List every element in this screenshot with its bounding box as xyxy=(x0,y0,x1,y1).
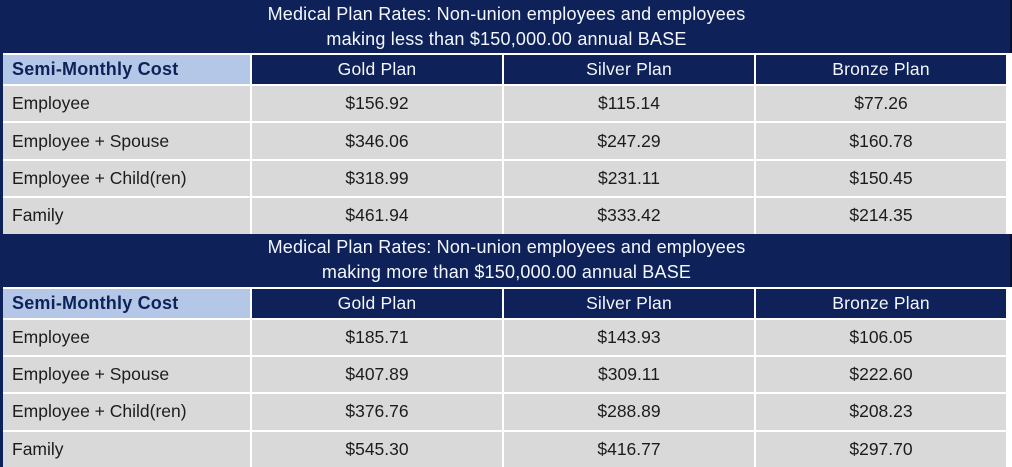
table-row-employee-spouse: Employee + Spouse $407.89 $309.11 $222.6… xyxy=(3,356,1006,393)
rate-silver: $333.42 xyxy=(504,198,754,234)
row-label: Employee xyxy=(3,319,250,355)
table-row-family: Family $461.94 $333.42 $214.35 xyxy=(3,198,1006,234)
table-row-employee: Employee $156.92 $115.14 $77.26 xyxy=(3,86,1006,122)
table-row-employee-children: Employee + Child(ren) $376.76 $288.89 $2… xyxy=(3,394,1006,430)
rate-bronze: $150.45 xyxy=(756,160,1006,197)
table-row-employee-spouse: Employee + Spouse $346.06 $247.29 $160.7… xyxy=(3,123,1006,159)
rate-gold: $407.89 xyxy=(252,356,502,393)
column-header-bronze-plan: Bronze Plan xyxy=(756,55,1006,84)
rate-bronze: $77.26 xyxy=(756,86,1006,122)
table-title-line1: Medical Plan Rates: Non-union employees … xyxy=(267,237,746,258)
row-label: Employee + Child(ren) xyxy=(3,160,250,197)
rate-bronze: $222.60 xyxy=(756,356,1006,393)
rate-silver: $309.11 xyxy=(504,356,754,393)
column-header-silver-plan: Silver Plan xyxy=(504,288,754,318)
table-title-line2: making more than $150,000.00 annual BASE xyxy=(321,262,692,282)
table-title-below-150k: Medical Plan Rates: Non-union employees … xyxy=(3,0,1012,53)
rate-bronze: $160.78 xyxy=(756,123,1006,159)
rate-table-below-150k: Medical Plan Rates: Non-union employees … xyxy=(3,0,1012,234)
rate-silver: $115.14 xyxy=(504,86,754,122)
table-row-family: Family $545.30 $416.77 $297.70 xyxy=(3,431,1006,467)
table-header-row: Semi-Monthly Cost Gold Plan Silver Plan … xyxy=(3,55,1006,84)
rate-gold: $346.06 xyxy=(252,123,502,159)
rate-gold: $185.71 xyxy=(252,319,502,355)
rate-gold: $461.94 xyxy=(252,198,502,234)
rate-table-above-150k: Medical Plan Rates: Non-union employees … xyxy=(3,233,1012,467)
column-header-silver-plan: Silver Plan xyxy=(504,55,754,84)
column-header-gold-plan: Gold Plan xyxy=(252,55,502,84)
rate-bronze: $214.35 xyxy=(756,198,1006,234)
column-header-semi-monthly-cost: Semi-Monthly Cost xyxy=(3,288,250,318)
row-label: Employee + Spouse xyxy=(3,123,250,159)
rate-silver: $416.77 xyxy=(504,431,754,467)
rate-bronze: $297.70 xyxy=(756,431,1006,467)
rate-silver: $143.93 xyxy=(504,319,754,355)
row-label: Family xyxy=(3,431,250,467)
rate-bronze: $208.23 xyxy=(756,394,1006,430)
table-title-above-150k: Medical Plan Rates: Non-union employees … xyxy=(3,233,1012,287)
rate-bronze: $106.05 xyxy=(756,319,1006,355)
rate-gold: $318.99 xyxy=(252,160,502,197)
column-header-gold-plan: Gold Plan xyxy=(252,288,502,318)
row-label: Employee xyxy=(3,86,250,122)
table-title-line2: making less than $150,000.00 annual BASE xyxy=(326,28,687,49)
column-header-semi-monthly-cost: Semi-Monthly Cost xyxy=(3,55,250,84)
rate-silver: $231.11 xyxy=(504,160,754,197)
row-label: Employee + Spouse xyxy=(3,356,250,393)
table-title-line1: Medical Plan Rates: Non-union employees … xyxy=(267,3,746,24)
table-row-employee-children: Employee + Child(ren) $318.99 $231.11 $1… xyxy=(3,160,1006,197)
rate-gold: $376.76 xyxy=(252,394,502,430)
row-label: Family xyxy=(3,198,250,234)
rate-silver: $288.89 xyxy=(504,394,754,430)
rate-gold: $545.30 xyxy=(252,431,502,467)
rate-silver: $247.29 xyxy=(504,123,754,159)
column-header-bronze-plan: Bronze Plan xyxy=(756,288,1006,318)
table-header-row: Semi-Monthly Cost Gold Plan Silver Plan … xyxy=(3,288,1006,318)
rate-gold: $156.92 xyxy=(252,86,502,122)
row-label: Employee + Child(ren) xyxy=(3,394,250,430)
table-row-employee: Employee $185.71 $143.93 $106.05 xyxy=(3,319,1006,355)
